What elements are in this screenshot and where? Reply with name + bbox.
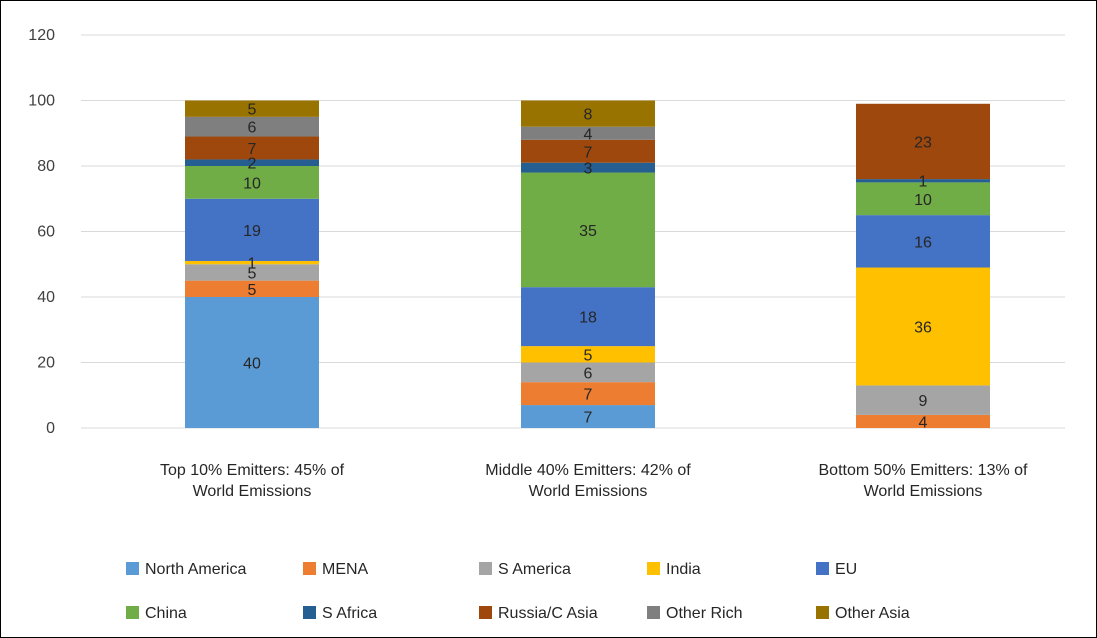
legend-swatch-other-asia [816, 606, 829, 619]
data-label: 4 [919, 414, 928, 431]
bar-segment-russia-c-asia [856, 103, 990, 180]
bar-segment-s-africa [185, 159, 319, 166]
data-label: 7 [584, 410, 593, 427]
data-label: 7 [584, 387, 593, 404]
x-axis-labels: Top 10% Emitters: 45% of World Emissions M… [160, 462, 1028, 500]
legend-swatch-mena [303, 562, 316, 575]
data-label: 16 [914, 234, 932, 251]
legend-label-other-asia: Other Asia [835, 605, 910, 622]
legend-label-other-rich: Other Rich [666, 605, 742, 622]
bar-segment-north-america [521, 405, 655, 428]
x-category-label: World Emissions [864, 483, 983, 500]
bar-segment-other-asia [521, 100, 655, 127]
bar-segment-mena [185, 280, 319, 297]
legend-label-russia-c-asia: Russia/C Asia [498, 605, 598, 622]
data-label: 2 [248, 156, 257, 173]
bars [185, 100, 990, 428]
data-label: 5 [584, 347, 593, 364]
bar-segment-eu [856, 215, 990, 268]
data-label: 5 [248, 282, 257, 299]
bar-segment-china [856, 182, 990, 216]
bar-segment-russia-c-asia [185, 136, 319, 160]
data-label: 40 [243, 356, 261, 373]
legend-swatch-s-africa [303, 606, 316, 619]
bar-segment-india [185, 260, 319, 265]
legend-label-s-america: S America [498, 561, 571, 578]
bar-segment-india [856, 267, 990, 386]
data-label: 35 [579, 223, 597, 240]
x-category-label: Middle 40% Emitters: 42% of [485, 462, 691, 479]
bar-segment-russia-c-asia [521, 139, 655, 163]
bar-segment-north-america [185, 297, 319, 428]
y-tick-label: 120 [28, 27, 55, 44]
data-label: 23 [914, 134, 932, 151]
data-label: 36 [914, 319, 932, 336]
y-tick-label: 20 [37, 355, 55, 372]
data-label: 18 [579, 310, 597, 327]
bar-segment-eu [521, 287, 655, 347]
bar-segment-other-asia [185, 100, 319, 117]
x-category-label: Top 10% Emitters: 45% of [160, 462, 345, 479]
bar-segment-s-africa [856, 179, 990, 183]
bar-segment-s-america [856, 385, 990, 415]
legend-label-north-america: North America [145, 561, 246, 578]
y-tick-label: 60 [37, 224, 55, 241]
legend-swatch-other-rich [647, 606, 660, 619]
bar-segment-other-rich [521, 126, 655, 140]
bar-segment-mena [521, 382, 655, 406]
legend-swatch-india [647, 562, 660, 575]
data-label: 10 [243, 175, 261, 192]
data-label: 3 [584, 161, 593, 178]
legend-swatch-s-america [479, 562, 492, 575]
bar-segment-india [521, 346, 655, 363]
data-label: 7 [248, 141, 257, 158]
y-tick-label: 80 [37, 158, 55, 175]
y-tick-label: 0 [46, 420, 55, 437]
bar-segment-other-rich [185, 116, 319, 137]
data-label: 1 [919, 174, 928, 191]
bar-segment-mena [856, 414, 990, 428]
x-category-label: World Emissions [193, 483, 312, 500]
data-label: 9 [919, 393, 928, 410]
legend-swatch-china [126, 606, 139, 619]
legend-label-mena: MENA [322, 561, 369, 578]
data-label: 5 [248, 265, 257, 282]
data-label: 10 [914, 192, 932, 209]
bar-segment-s-america [185, 264, 319, 281]
bar-segment-s-africa [521, 162, 655, 173]
data-label: 19 [243, 223, 261, 240]
data-label: 5 [248, 102, 257, 119]
y-tick-label: 100 [28, 93, 55, 110]
legend-swatch-eu [816, 562, 829, 575]
legend-swatch-north-america [126, 562, 139, 575]
legend-swatch-russia-c-asia [479, 606, 492, 619]
x-category-label: Bottom 50% Emitters: 13% of [819, 462, 1029, 479]
data-label: 6 [584, 365, 593, 382]
legend-label-eu: EU [835, 561, 857, 578]
x-category-label: World Emissions [529, 483, 648, 500]
data-label: 4 [584, 126, 593, 143]
legend-label-s-africa: S Africa [322, 605, 377, 622]
y-tick-label: 40 [37, 289, 55, 306]
bar-segment-s-america [521, 362, 655, 383]
bar-segment-china [185, 166, 319, 199]
data-label: 1 [248, 256, 257, 273]
bar-segment-china [521, 172, 655, 288]
y-axis-ticks: 0 20 40 60 80 100 120 [28, 27, 55, 437]
data-label: 6 [248, 120, 257, 137]
data-label: 7 [584, 144, 593, 161]
legend-label-china: China [145, 605, 187, 622]
legend-label-india: India [666, 561, 701, 578]
data-label: 8 [584, 107, 593, 124]
legend: North America MENA S America India EU China S … [126, 561, 910, 622]
bar-segment-eu [185, 198, 319, 261]
